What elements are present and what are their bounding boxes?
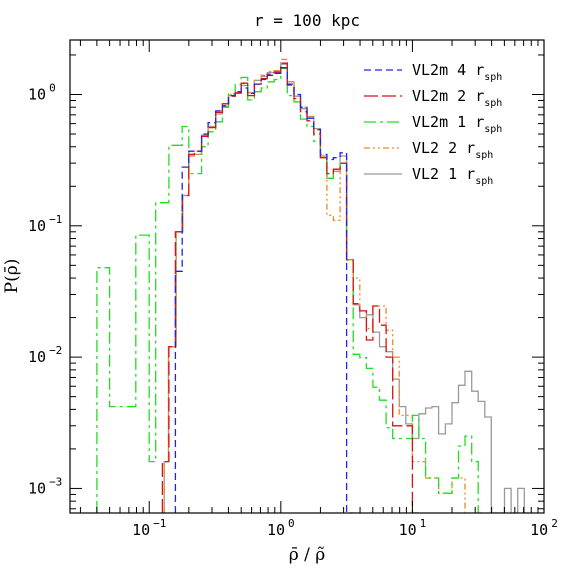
chart-title: r = 100 kpc — [254, 11, 360, 30]
x-tick-label: 10 −1 — [132, 517, 166, 539]
series-layer — [96, 58, 529, 513]
x-tick-label: 10 2 — [530, 517, 558, 539]
y-axis-label: P(ρ̄) — [2, 259, 22, 294]
y-tick-label: 10 −1 — [28, 213, 62, 235]
legend-label: VL2 1 rsph — [412, 165, 493, 187]
legend: VL2m 4 rsph VL2m 2 rsph VL2m 1 rsph VL2 2 r… — [364, 61, 502, 187]
y-tick-label: 10 0 — [28, 81, 56, 103]
legend-label: VL2 2 rsph — [412, 139, 493, 161]
series-line-vl2m-1 — [96, 67, 485, 513]
legend-label: VL2m 4 rsph — [412, 61, 502, 83]
x-tick-label: 10 0 — [267, 517, 295, 539]
y-tick-label: 10 −2 — [28, 344, 62, 366]
legend-label: VL2m 2 rsph — [412, 87, 502, 109]
series-line-vl2m-2 — [161, 62, 419, 513]
y-tick-label: 10 −3 — [28, 475, 62, 497]
series-line-vl2-2 — [163, 58, 470, 513]
series-line-vl2m-4 — [174, 67, 354, 513]
tick-labels-layer: 10 −1 10 0 10 1 10 2 10 −3 10 −2 10 −1 10 0 — [28, 81, 558, 539]
x-axis-label: ρ̄ / ρ̃ — [289, 545, 326, 565]
legend-label: VL2m 1 rsph — [412, 113, 502, 135]
ticks-layer — [70, 40, 545, 513]
plot-frame — [69, 39, 545, 514]
x-tick-label: 10 1 — [399, 517, 427, 539]
